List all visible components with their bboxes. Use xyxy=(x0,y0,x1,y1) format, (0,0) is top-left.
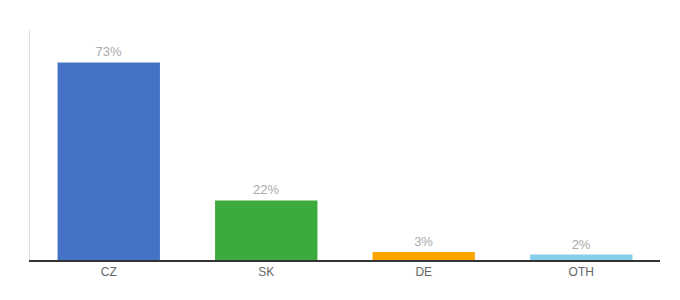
svg-text:22%: 22% xyxy=(253,182,279,197)
svg-text:3%: 3% xyxy=(414,234,433,249)
svg-text:SK: SK xyxy=(258,265,274,279)
svg-text:73%: 73% xyxy=(96,44,122,59)
svg-text:CZ: CZ xyxy=(101,265,117,279)
svg-text:OTH: OTH xyxy=(569,265,594,279)
svg-text:2%: 2% xyxy=(572,237,591,252)
svg-text:DE: DE xyxy=(415,265,432,279)
